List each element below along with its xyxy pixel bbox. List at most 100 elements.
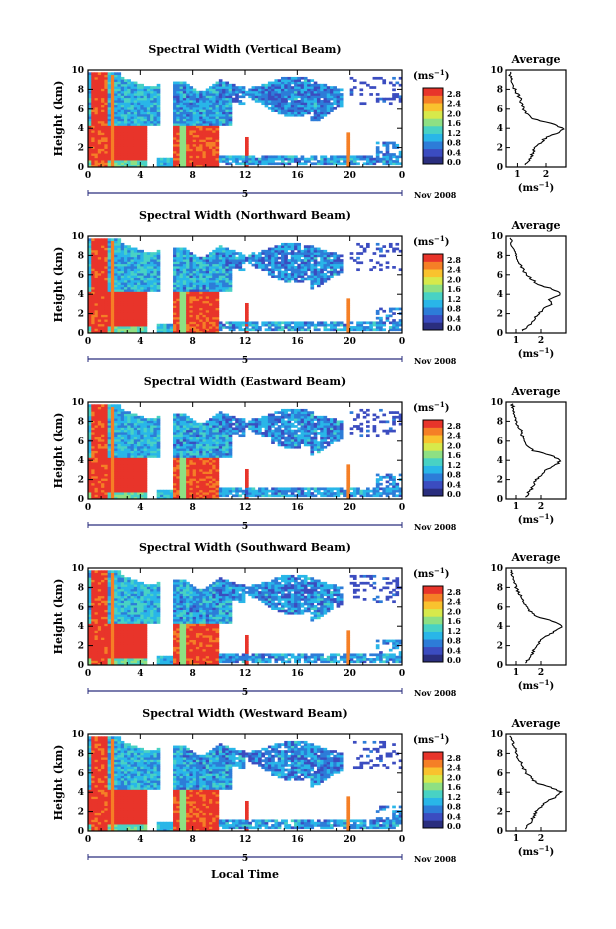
- heatmap-cell: [104, 162, 109, 166]
- heatmap-cell: [94, 462, 99, 465]
- heatmap-cell: [88, 130, 92, 133]
- heatmap-cell: [280, 109, 285, 112]
- heatmap-cell: [110, 432, 115, 435]
- heatmap-cell: [307, 111, 311, 115]
- heatmap-cell: [215, 314, 220, 318]
- heatmap-cell: [231, 261, 236, 265]
- heatmap-cell: [388, 245, 393, 248]
- heatmap-cell: [245, 259, 249, 262]
- heatmap-cell: [316, 323, 321, 327]
- heatmap-cell: [101, 261, 105, 265]
- heatmap-cell: [212, 146, 216, 149]
- heatmap-cell: [130, 249, 135, 253]
- heatmap-cell: [123, 90, 128, 94]
- heatmap-cell: [120, 298, 125, 302]
- heatmap-cell: [117, 475, 122, 479]
- heatmap-cell: [385, 266, 390, 269]
- heatmap-cell: [248, 162, 252, 166]
- heatmap-cell: [107, 293, 112, 297]
- heatmap-cell: [205, 123, 210, 126]
- heatmap-cell: [388, 160, 393, 163]
- heatmap-cell: [130, 97, 135, 101]
- heatmap-cell: [333, 157, 337, 161]
- heatmap-cell: [97, 277, 102, 281]
- heatmap-cell: [173, 120, 177, 124]
- heatmap-cell: [173, 116, 177, 119]
- heatmap-cell: [359, 88, 364, 92]
- heatmap-cell: [205, 120, 210, 124]
- heatmap-cell: [140, 473, 144, 477]
- heatmap-cell: [137, 272, 141, 276]
- heatmap-cell: [94, 438, 99, 442]
- heatmap-cell: [267, 272, 272, 276]
- heatmap-cell: [91, 146, 95, 149]
- heatmap-cell: [280, 263, 285, 267]
- heatmap-cell: [189, 296, 194, 299]
- heatmap-cell: [179, 148, 184, 152]
- heatmap-cell: [107, 408, 112, 412]
- heatmap-cell: [225, 100, 230, 103]
- heatmap-cell: [91, 450, 95, 454]
- heatmap-cell: [218, 256, 223, 260]
- heatmap-cell: [186, 263, 190, 267]
- heatmap-cell: [218, 275, 223, 278]
- heatmap-cell: [235, 160, 239, 163]
- heatmap-cell: [307, 245, 311, 248]
- heatmap-cell: [398, 83, 403, 87]
- heatmap-cell: [346, 160, 351, 163]
- heatmap-cell: [297, 95, 301, 99]
- heatmap-cell: [271, 97, 275, 101]
- heatmap-cell: [274, 100, 279, 103]
- heatmap-cell: [251, 88, 256, 92]
- heatmap-cell: [313, 272, 318, 276]
- heatmap-cell: [101, 436, 105, 440]
- heatmap-cell: [114, 314, 118, 318]
- heatmap-cell: [392, 162, 396, 166]
- heatmap-cell: [199, 268, 203, 272]
- heatmap-cell: [199, 90, 203, 94]
- heatmap-cell: [173, 300, 177, 304]
- heatmap-cell: [166, 160, 171, 163]
- heatmap-cell: [316, 252, 321, 255]
- heatmap-cell: [114, 256, 118, 260]
- heatmap-cell: [382, 97, 387, 101]
- heatmap-cell: [130, 123, 135, 126]
- heatmap-cell: [290, 259, 295, 262]
- heatmap-cell: [195, 293, 200, 297]
- heatmap-cell: [130, 427, 135, 431]
- heatmap-cell: [114, 97, 118, 101]
- heatmap-cell: [104, 418, 109, 421]
- heatmap-cell: [294, 95, 298, 99]
- heatmap-cell: [205, 321, 210, 325]
- heatmap-cell: [277, 111, 282, 115]
- heatmap-cell: [137, 93, 141, 96]
- heatmap-cell: [209, 252, 213, 255]
- heatmap-cell: [222, 113, 226, 117]
- heatmap-cell: [195, 123, 200, 126]
- heatmap-cell: [199, 132, 203, 136]
- heatmap-cell: [123, 111, 128, 115]
- heatmap-cell: [110, 268, 115, 272]
- heatmap-cell: [284, 76, 288, 80]
- heatmap-cell: [192, 300, 197, 304]
- heatmap-cell: [346, 323, 351, 327]
- heatmap-cell: [91, 238, 95, 242]
- heatmap-cell: [140, 266, 144, 269]
- heatmap-cell: [117, 106, 122, 110]
- heatmap-cell: [130, 418, 135, 421]
- heatmap-cell: [369, 93, 373, 96]
- heatmap-cell: [173, 113, 177, 117]
- heatmap-cell: [120, 116, 125, 119]
- heatmap-cell: [120, 93, 125, 96]
- heatmap-cell: [91, 466, 95, 470]
- heatmap-cell: [343, 155, 347, 159]
- heatmap-cell: [97, 162, 102, 166]
- heatmap-cell: [114, 425, 118, 428]
- heatmap-cell: [110, 266, 115, 269]
- heatmap-cell: [107, 286, 112, 290]
- heatmap-cell: [280, 328, 285, 332]
- heatmap-cell: [133, 83, 138, 87]
- heatmap-cell: [186, 252, 190, 255]
- heatmap-cell: [123, 473, 128, 477]
- heatmap-cell: [146, 427, 151, 431]
